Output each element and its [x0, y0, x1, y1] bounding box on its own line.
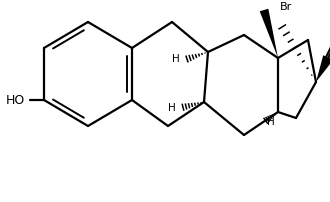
- Text: H: H: [267, 117, 275, 127]
- Polygon shape: [260, 9, 278, 58]
- Text: H: H: [172, 54, 180, 64]
- Text: H: H: [168, 103, 176, 113]
- Polygon shape: [316, 55, 330, 82]
- Text: Br: Br: [280, 2, 292, 12]
- Text: HO: HO: [6, 94, 25, 106]
